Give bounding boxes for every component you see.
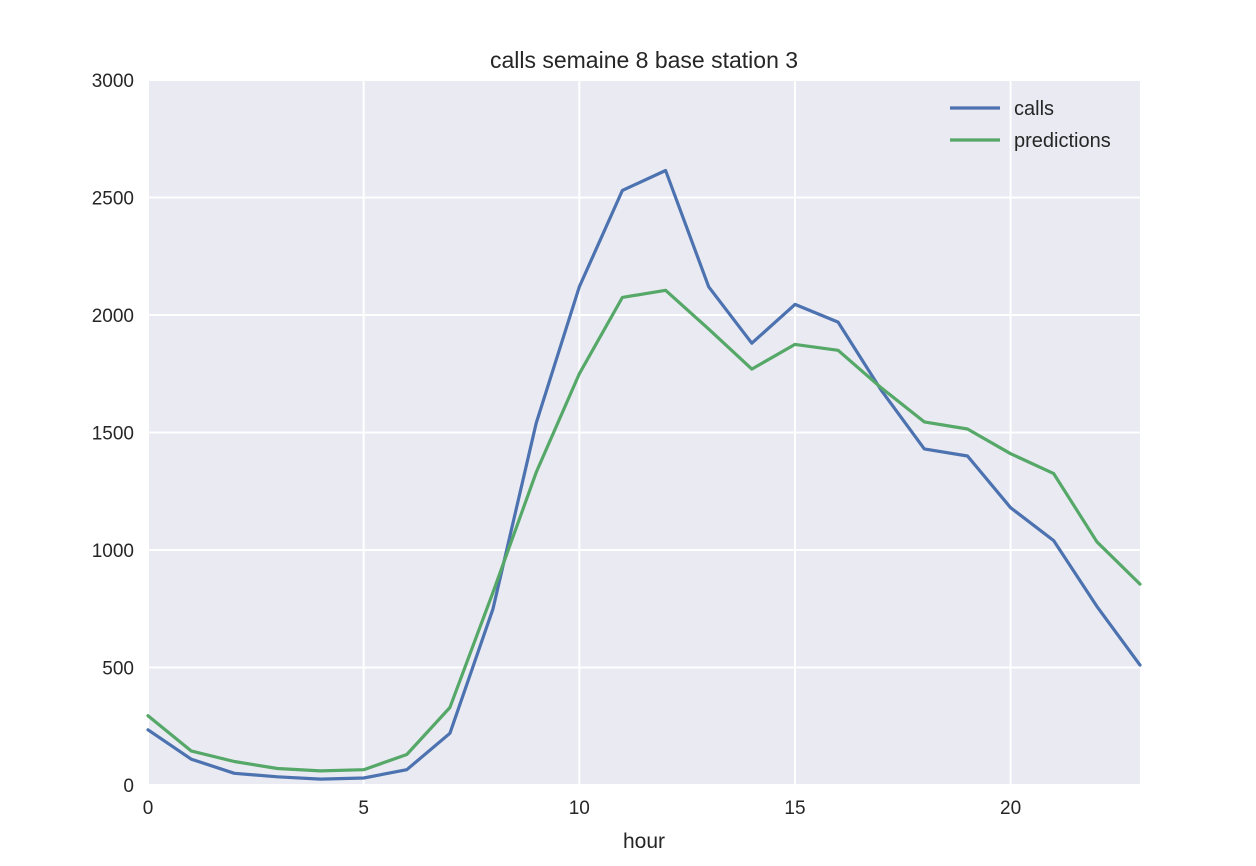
y-tick-label: 1500 [92,424,134,445]
y-tick-label: 2000 [92,306,134,327]
y-tick-labels: 0 500 1000 1500 2000 2500 3000 [92,71,134,797]
y-tick-label: 2500 [92,189,134,210]
x-tick-label: 0 [143,798,154,819]
x-axis-label: hour [623,830,665,853]
x-tick-label: 15 [784,798,805,819]
chart-title: calls semaine 8 base station 3 [490,47,798,73]
y-tick-label: 500 [102,659,134,680]
legend-label-calls: calls [1014,98,1054,120]
y-tick-label: 3000 [92,71,134,92]
y-tick-label: 1000 [92,541,134,562]
legend: calls predictions [950,98,1111,152]
grid-lines [147,79,1140,786]
x-tick-label: 20 [1000,798,1021,819]
x-tick-labels: 0 5 10 15 20 [143,798,1021,819]
x-tick-label: 10 [569,798,590,819]
series-line-predictions [146,288,1142,773]
x-tick-label: 5 [358,798,369,819]
legend-label-predictions: predictions [1014,130,1111,152]
y-tick-label: 0 [123,776,134,797]
series-layer [146,168,1142,781]
series-line-calls [146,168,1142,781]
